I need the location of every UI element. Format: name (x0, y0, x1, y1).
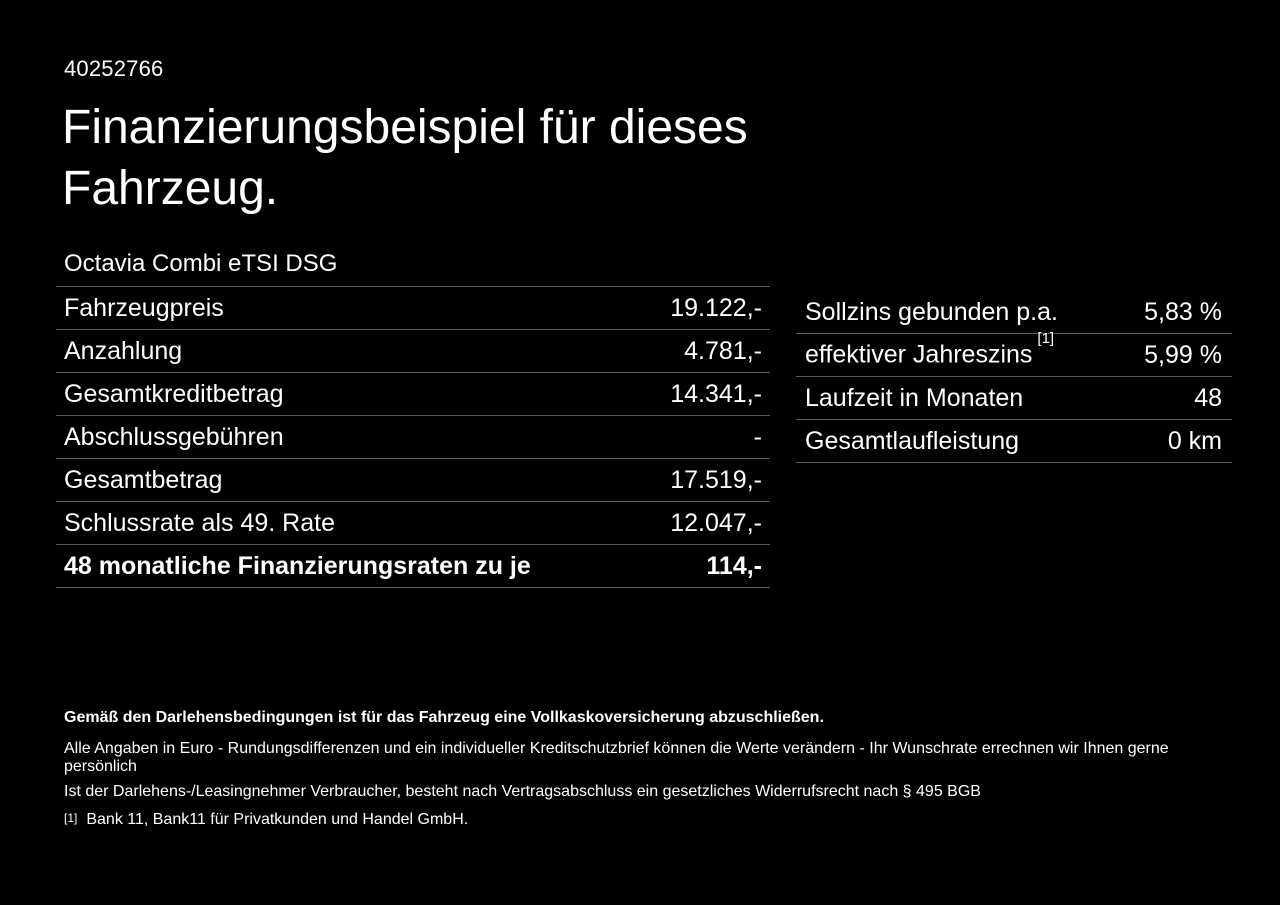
footnote-reference-marker: [1] (1037, 330, 1055, 348)
footnotes: Gemäß den Darlehensbedingungen ist für d… (64, 709, 1224, 829)
withdrawal-note: Ist der Darlehens-/Leasingnehmer Verbrau… (64, 783, 981, 800)
row-label: Schlussrate als 49. Rate (64, 508, 335, 537)
table-row: Schlussrate als 49. Rate 12.047,- (56, 502, 770, 545)
table-row: Gesamtbetrag 17.519,- (56, 459, 770, 502)
table-row: Fahrzeugpreis 19.122,- (56, 287, 770, 330)
row-value: 19.122,- (670, 293, 762, 322)
row-value: - (753, 422, 762, 451)
row-label: Fahrzeugpreis (64, 293, 224, 322)
row-label: Gesamtlaufleistung (805, 426, 1020, 455)
footnote-text: Bank 11, Bank11 für Privatkunden und Han… (86, 811, 469, 828)
row-value: 48 (1194, 383, 1222, 412)
document-id: 40252766 (64, 56, 164, 81)
row-label: 48 monatliche Finanzierungsraten zu je (64, 551, 531, 580)
row-value: 4.781,- (684, 336, 762, 365)
row-value: 12.047,- (670, 508, 762, 537)
table-row-monthly-rate: 48 monatliche Finanzierungsraten zu je 1… (56, 545, 770, 588)
row-label: Sollzins gebunden p.a. (805, 297, 1058, 326)
table-row: Gesamtlaufleistung 0 km (796, 420, 1232, 463)
vehicle-model: Octavia Combi eTSI DSG (56, 247, 770, 287)
row-value: 0 km (1167, 426, 1222, 455)
table-row: Abschlussgebühren - (56, 416, 770, 459)
table-row: Laufzeit in Monaten 48 (796, 377, 1232, 420)
row-label: Gesamtbetrag (64, 465, 223, 494)
row-label: Gesamtkreditbetrag (64, 379, 284, 408)
row-value: 14.341,- (670, 379, 762, 408)
disclaimer-note: Alle Angaben in Euro - Rundungsdifferenz… (64, 740, 1169, 775)
insurance-note: Gemäß den Darlehensbedingungen ist für d… (64, 709, 824, 726)
table-row: Gesamtkreditbetrag 14.341,- (56, 373, 770, 416)
page-title: Finanzierungsbeispiel für dieses Fahrzeu… (62, 97, 748, 219)
row-value: 17.519,- (670, 465, 762, 494)
finance-table: Octavia Combi eTSI DSG Fahrzeugpreis 19.… (56, 247, 770, 588)
table-row: Sollzins gebunden p.a. 5,83 % (796, 291, 1232, 334)
row-value: 5,99 % (1144, 340, 1222, 369)
page-title-line1: Finanzierungsbeispiel für dieses (62, 101, 748, 154)
page-title-line2: Fahrzeug. (62, 162, 279, 215)
row-label: Laufzeit in Monaten (805, 383, 1024, 412)
row-label: Abschlussgebühren (64, 422, 284, 451)
row-value: 5,83 % (1144, 297, 1222, 326)
table-row: effektiver Jahreszins[1] 5,99 % (796, 330, 1232, 377)
row-label: effektiver Jahreszins[1] (805, 330, 1055, 369)
row-value: 114,- (706, 551, 762, 580)
table-row: Anzahlung 4.781,- (56, 330, 770, 373)
conditions-table: Sollzins gebunden p.a. 5,83 % effektiver… (796, 291, 1232, 463)
row-label: Anzahlung (64, 336, 183, 365)
bank-footnote: [1] Bank 11, Bank11 für Privatkunden und… (64, 811, 1224, 829)
footnote-marker: [1] (64, 811, 78, 825)
